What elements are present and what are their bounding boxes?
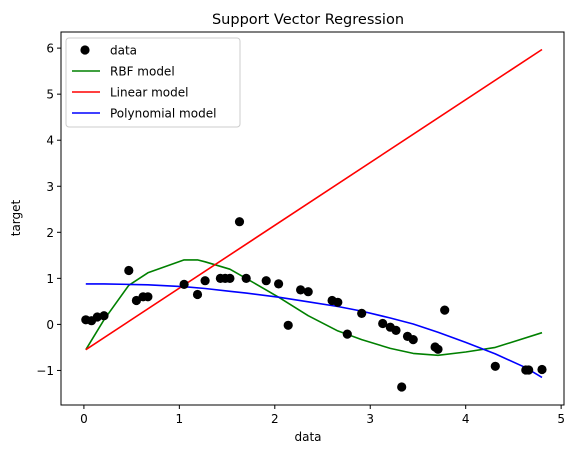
data-point xyxy=(296,285,306,295)
x-tick-label: 2 xyxy=(271,412,279,426)
data-point xyxy=(440,305,450,315)
y-tick-label: 3 xyxy=(46,180,54,194)
data-point xyxy=(433,344,443,354)
x-axis-label: data xyxy=(294,430,321,444)
y-tick-label: 1 xyxy=(46,272,54,286)
data-point xyxy=(274,279,284,289)
data-point xyxy=(378,318,388,329)
data-point xyxy=(391,325,401,335)
y-axis-label: target xyxy=(9,199,23,236)
x-tick-label: 0 xyxy=(80,412,88,426)
legend-label-rbf-model: RBF model xyxy=(110,65,175,79)
x-tick-label: 5 xyxy=(557,412,565,426)
data-point xyxy=(524,365,534,375)
data-point xyxy=(192,289,203,300)
axes: 0 1 2 3 4 5 −1 0 1 2 3 4 5 6 xyxy=(36,42,565,426)
data-point xyxy=(234,217,245,227)
x-tick-label: 1 xyxy=(176,412,184,426)
legend-label-data: data xyxy=(110,44,137,58)
x-tick-label: 3 xyxy=(366,412,374,426)
model-lines xyxy=(85,48,543,379)
data-points xyxy=(81,217,547,392)
legend-box xyxy=(65,37,241,128)
data-point xyxy=(342,329,352,339)
legend-marker-data xyxy=(80,45,90,55)
data-point xyxy=(537,364,547,375)
data-point xyxy=(303,287,313,297)
y-tick-label: 4 xyxy=(46,134,54,148)
data-point xyxy=(143,292,153,302)
data-point xyxy=(179,279,189,289)
legend-label-polynomial-model: Polynomial model xyxy=(110,107,216,121)
plot-frame xyxy=(60,31,565,406)
y-tick-label: 5 xyxy=(46,88,54,102)
polynomial-model-line xyxy=(85,283,543,379)
legend: data RBF model Linear model Polynomial mode… xyxy=(65,37,241,128)
data-point xyxy=(241,273,251,283)
linear-model-line xyxy=(85,48,543,351)
chart-title: Support Vector Regression xyxy=(212,12,404,28)
y-tick-label: 2 xyxy=(46,226,54,240)
data-point xyxy=(397,382,407,392)
y-tick-label: 6 xyxy=(46,42,54,56)
data-point xyxy=(225,273,235,283)
legend-label-linear-model: Linear model xyxy=(110,86,188,100)
data-point xyxy=(261,276,271,286)
data-point xyxy=(131,295,141,306)
rbf-model-line xyxy=(85,259,543,357)
data-point xyxy=(333,297,343,307)
x-tick-label: 4 xyxy=(462,412,470,426)
y-tick-label: 0 xyxy=(46,318,54,332)
data-point xyxy=(200,276,210,286)
data-point xyxy=(124,265,134,276)
data-point xyxy=(490,361,500,371)
y-tick-label: −1 xyxy=(36,364,54,378)
data-point xyxy=(357,308,367,318)
data-point xyxy=(283,320,293,330)
data-point xyxy=(408,335,418,345)
data-point xyxy=(99,311,109,321)
